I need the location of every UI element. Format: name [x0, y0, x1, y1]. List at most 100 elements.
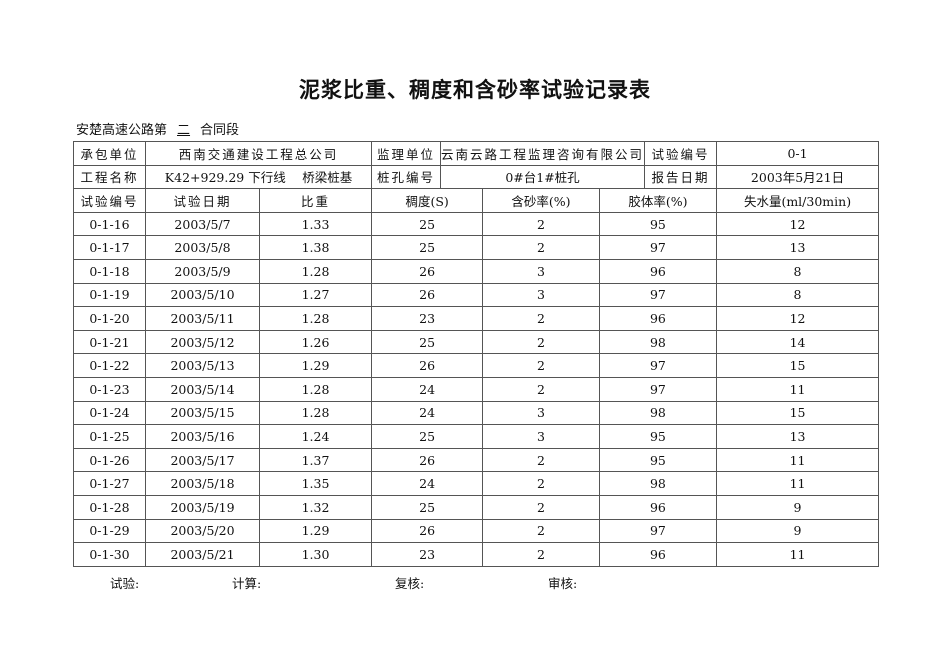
cell-date: 2003/5/8 — [145, 235, 260, 260]
cell-test-no: 0-1-27 — [73, 471, 146, 496]
table-row: 0-1-18 2003/5/9 1.28 26 3 96 8 — [73, 258, 880, 284]
cell-viscosity: 24 — [370, 471, 484, 496]
cell-test-no: 0-1-21 — [73, 329, 146, 355]
test-no-value: 0-1 — [716, 141, 880, 166]
section-number: 二 — [177, 123, 191, 138]
col-header-test-no: 试验编号 — [73, 188, 146, 213]
project-value: K42+929.29 下行线 桥梁桩基 — [145, 164, 372, 190]
cell-colloid-rate: 95 — [598, 424, 718, 449]
cell-test-no: 0-1-18 — [73, 258, 146, 284]
cell-water-loss: 12 — [716, 211, 880, 237]
cell-date: 2003/5/20 — [145, 518, 260, 544]
test-no-label: 试验编号 — [644, 141, 718, 166]
cell-density: 1.38 — [259, 235, 372, 260]
table-row: 0-1-29 2003/5/20 1.29 26 2 97 9 — [73, 518, 880, 544]
cell-density: 1.24 — [259, 424, 372, 449]
table-row: 0-1-26 2003/5/17 1.37 26 2 95 11 — [73, 447, 880, 473]
cell-density: 1.28 — [259, 400, 372, 426]
cell-sand-content: 3 — [482, 282, 600, 308]
cell-density: 1.33 — [259, 211, 372, 237]
cell-viscosity: 24 — [370, 400, 484, 426]
cell-date: 2003/5/12 — [145, 329, 260, 355]
cell-water-loss: 12 — [716, 306, 880, 331]
cell-water-loss: 15 — [716, 400, 880, 426]
cell-viscosity: 26 — [370, 353, 484, 378]
footer-review: 复核: — [395, 576, 425, 591]
table-row: 0-1-27 2003/5/18 1.35 24 2 98 11 — [73, 471, 880, 496]
cell-date: 2003/5/11 — [145, 306, 260, 331]
col-header-sand: 含砂率(%) — [482, 188, 600, 213]
cell-colloid-rate: 96 — [598, 306, 718, 331]
cell-colloid-rate: 97 — [598, 235, 718, 260]
table-row: 0-1-22 2003/5/13 1.29 26 2 97 15 — [73, 353, 880, 378]
cell-sand-content: 2 — [482, 542, 600, 567]
table-row: 0-1-20 2003/5/11 1.28 23 2 96 12 — [73, 306, 880, 331]
cell-date: 2003/5/15 — [145, 400, 260, 426]
cell-sand-content: 2 — [482, 211, 600, 237]
cell-viscosity: 23 — [370, 542, 484, 567]
col-header-water-loss: 失水量(ml/30min) — [716, 188, 880, 213]
cell-test-no: 0-1-19 — [73, 282, 146, 308]
col-header-date: 试验日期 — [145, 188, 260, 213]
cell-water-loss: 11 — [716, 542, 880, 567]
cell-test-no: 0-1-26 — [73, 447, 146, 473]
cell-date: 2003/5/14 — [145, 376, 260, 402]
cell-date: 2003/5/9 — [145, 258, 260, 284]
cell-sand-content: 2 — [482, 329, 600, 355]
cell-date: 2003/5/17 — [145, 447, 260, 473]
cell-date: 2003/5/19 — [145, 494, 260, 520]
cell-colloid-rate: 97 — [598, 376, 718, 402]
footer-calc: 计算: — [232, 576, 262, 591]
table-row: 0-1-24 2003/5/15 1.28 24 3 98 15 — [73, 400, 880, 426]
cell-water-loss: 8 — [716, 258, 880, 284]
cell-water-loss: 11 — [716, 447, 880, 473]
cell-viscosity: 26 — [370, 282, 484, 308]
info-row-1: 承包单位 西南交通建设工程总公司 监理单位 云南云路工程监理咨询有限公司 试验编… — [73, 141, 880, 166]
data-rows: 0-1-16 2003/5/7 1.33 25 2 95 12 0-1-17 2003/5/8 1… — [73, 211, 880, 567]
contractor-value: 西南交通建设工程总公司 — [145, 141, 372, 166]
cell-test-no: 0-1-23 — [73, 376, 146, 402]
supervisor-label: 监理单位 — [371, 141, 441, 166]
cell-water-loss: 11 — [716, 471, 880, 496]
cell-water-loss: 8 — [716, 282, 880, 308]
info-row-2: 工程名称 K42+929.29 下行线 桥梁桩基 桩孔编号 0#台1#桩孔 报告… — [73, 164, 880, 190]
cell-sand-content: 2 — [482, 235, 600, 260]
report-date-label: 报告日期 — [644, 164, 718, 190]
section-prefix: 安楚高速公路第 — [76, 123, 168, 138]
cell-viscosity: 26 — [370, 518, 484, 544]
cell-water-loss: 14 — [716, 329, 880, 355]
cell-date: 2003/5/18 — [145, 471, 260, 496]
cell-viscosity: 26 — [370, 447, 484, 473]
cell-date: 2003/5/7 — [145, 211, 260, 237]
cell-water-loss: 13 — [716, 424, 880, 449]
cell-colloid-rate: 97 — [598, 282, 718, 308]
cell-test-no: 0-1-22 — [73, 353, 146, 378]
cell-density: 1.35 — [259, 471, 372, 496]
report-date-value: 2003年5月21日 — [716, 164, 880, 190]
cell-density: 1.32 — [259, 494, 372, 520]
table-row: 0-1-17 2003/5/8 1.38 25 2 97 13 — [73, 235, 880, 260]
cell-test-no: 0-1-20 — [73, 306, 146, 331]
project-label: 工程名称 — [73, 164, 146, 190]
cell-sand-content: 3 — [482, 424, 600, 449]
cell-sand-content: 3 — [482, 258, 600, 284]
column-header-row: 试验编号 试验日期 比重 稠度(S) 含砂率(%) 胶体率(%) 失水量(ml/… — [73, 188, 880, 213]
cell-water-loss: 13 — [716, 235, 880, 260]
cell-viscosity: 25 — [370, 494, 484, 520]
cell-colloid-rate: 96 — [598, 258, 718, 284]
footer-test: 试验: — [110, 576, 140, 591]
table-row: 0-1-28 2003/5/19 1.32 25 2 96 9 — [73, 494, 880, 520]
cell-water-loss: 11 — [716, 376, 880, 402]
table-row: 0-1-16 2003/5/7 1.33 25 2 95 12 — [73, 211, 880, 237]
cell-date: 2003/5/13 — [145, 353, 260, 378]
cell-colloid-rate: 96 — [598, 542, 718, 567]
cell-density: 1.28 — [259, 376, 372, 402]
col-header-colloid: 胶体率(%) — [598, 188, 718, 213]
cell-viscosity: 23 — [370, 306, 484, 331]
cell-colloid-rate: 97 — [598, 353, 718, 378]
contract-section: 安楚高速公路第二合同段 — [76, 119, 239, 138]
supervisor-value: 云南云路工程监理咨询有限公司 — [439, 141, 646, 166]
cell-colloid-rate: 97 — [598, 518, 718, 544]
table-row: 0-1-21 2003/5/12 1.26 25 2 98 14 — [73, 329, 880, 355]
col-header-viscosity: 稠度(S) — [370, 188, 484, 213]
